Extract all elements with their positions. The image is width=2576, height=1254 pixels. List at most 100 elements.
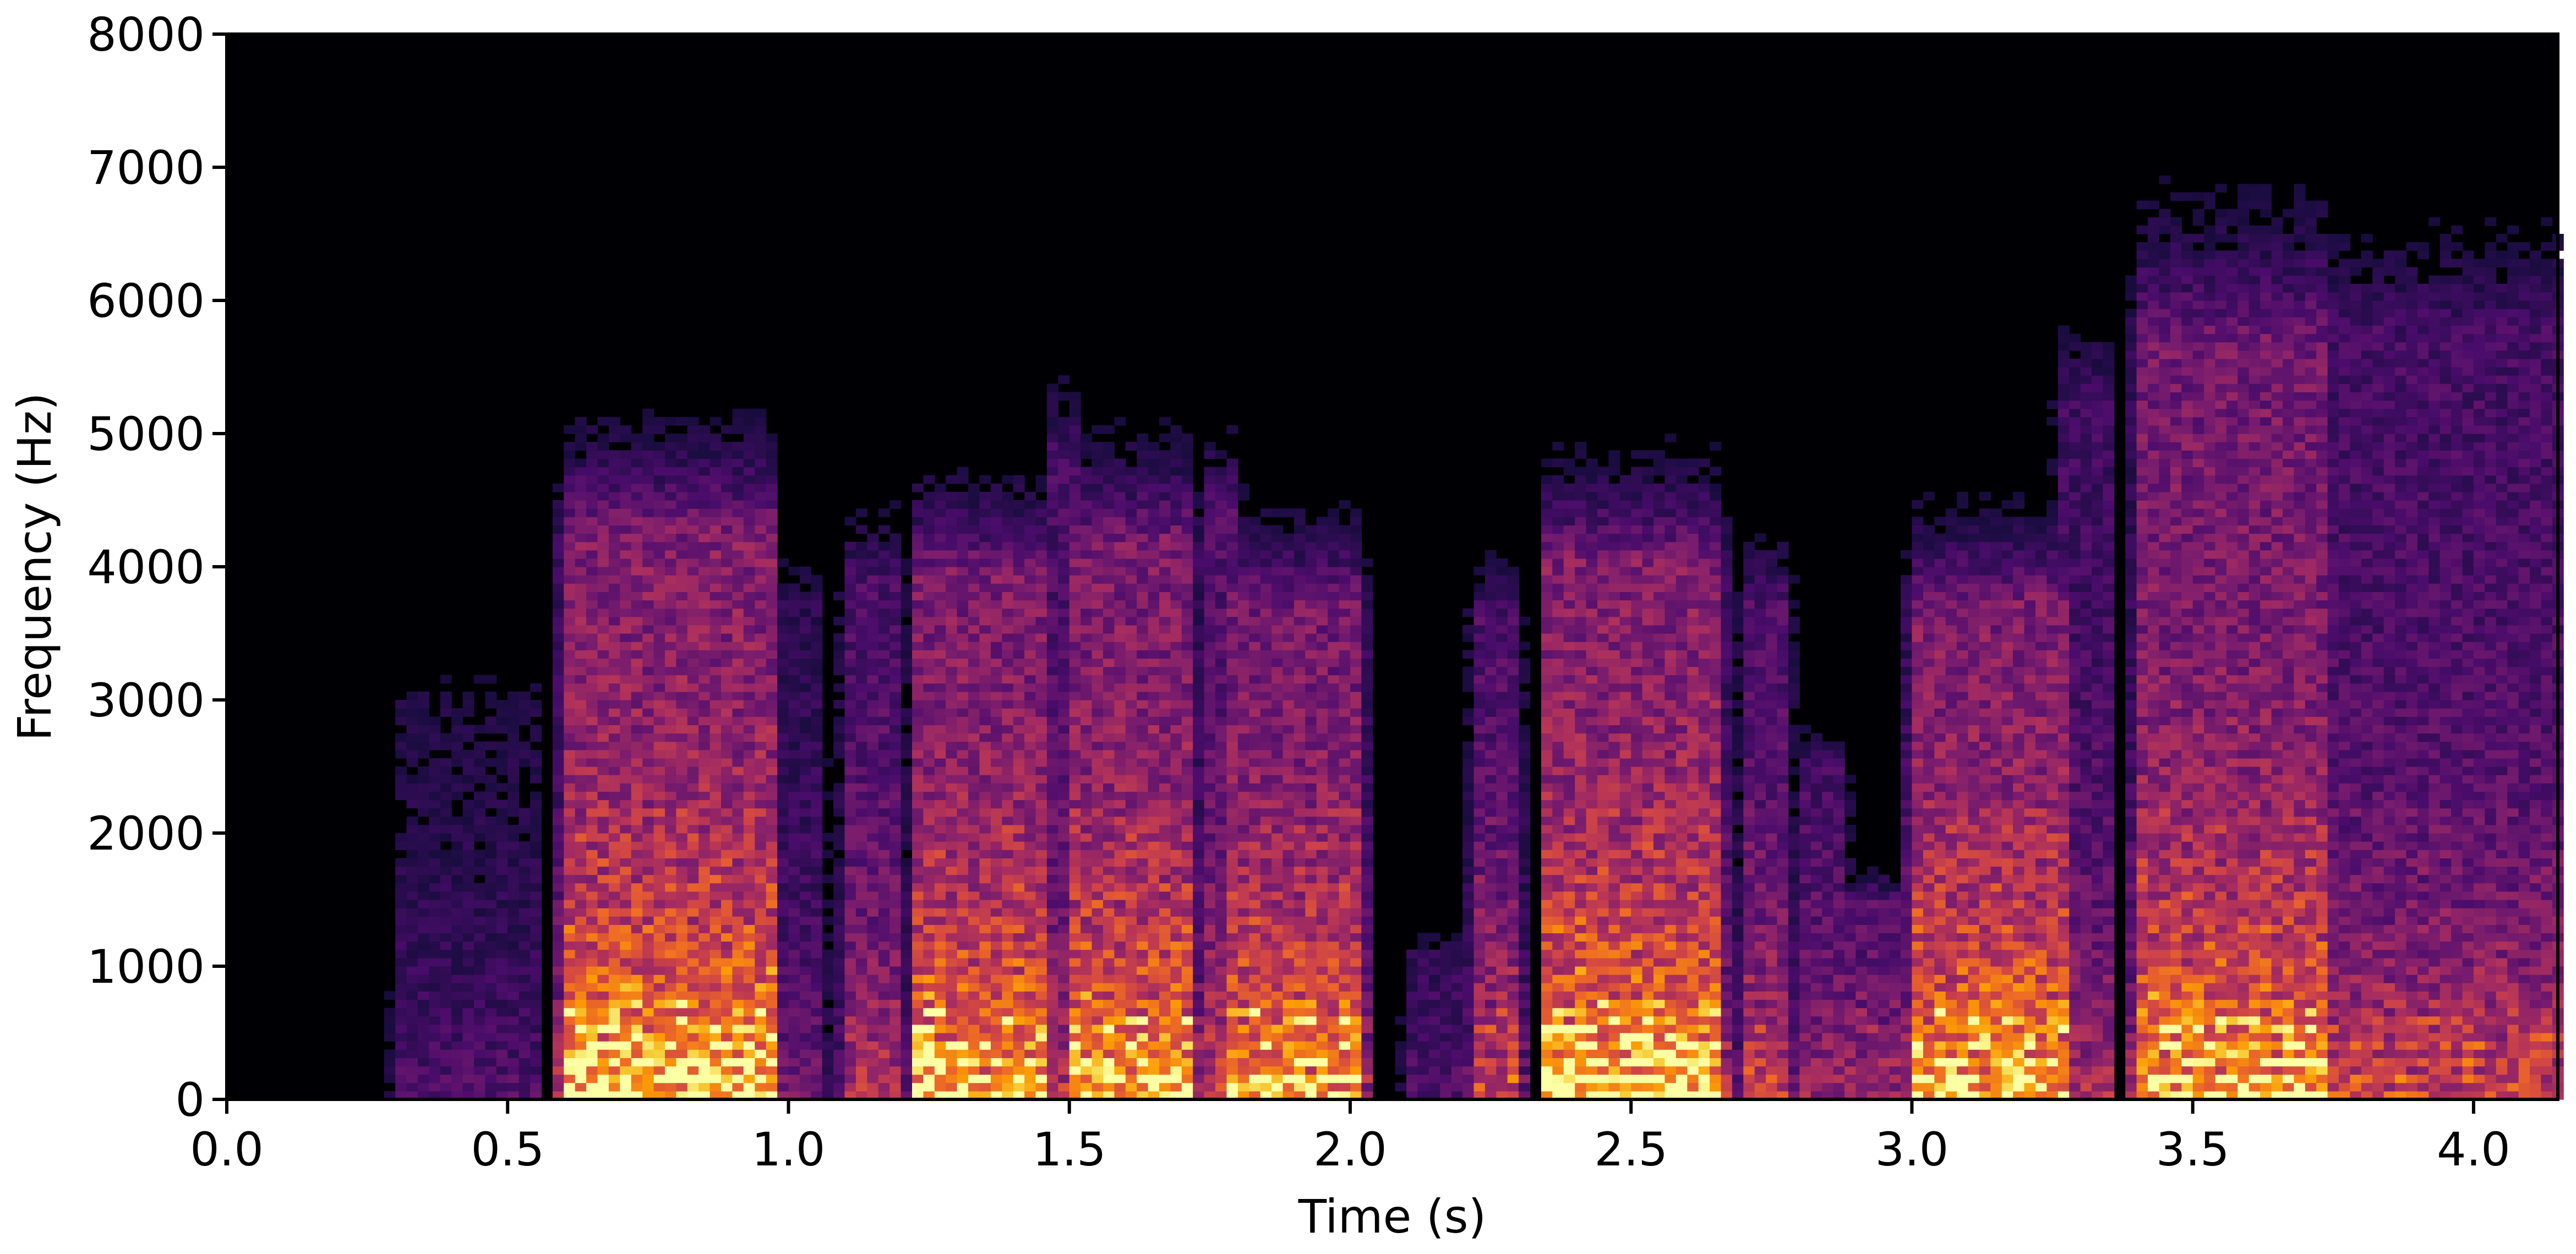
spectrogram-cell bbox=[519, 900, 531, 908]
spectrogram-cell bbox=[721, 966, 733, 975]
spectrogram-cell bbox=[1193, 517, 1205, 525]
spectrogram-cell bbox=[575, 508, 587, 517]
spectrogram-cell bbox=[642, 467, 654, 476]
spectrogram-cell bbox=[1159, 824, 1171, 834]
spectrogram-cell bbox=[395, 1082, 407, 1092]
spectrogram-cell bbox=[586, 558, 598, 567]
spectrogram-cell bbox=[1159, 608, 1171, 617]
spectrogram-cell bbox=[462, 850, 474, 858]
spectrogram-cell bbox=[1159, 874, 1171, 884]
spectrogram-cell bbox=[1193, 766, 1205, 775]
spectrogram-cell bbox=[721, 642, 733, 650]
spectrogram-cell bbox=[867, 608, 879, 617]
spectrogram-cell bbox=[1181, 1016, 1193, 1025]
spectrogram-cell bbox=[1114, 1007, 1126, 1017]
spectrogram-cell bbox=[878, 991, 890, 1000]
spectrogram-cell bbox=[586, 467, 598, 476]
spectrogram-cell bbox=[564, 625, 576, 634]
spectrogram-cell bbox=[1137, 708, 1149, 717]
spectrogram-cell bbox=[968, 1016, 980, 1025]
spectrogram-cell bbox=[912, 550, 924, 559]
spectrogram-cell bbox=[1091, 625, 1104, 634]
spectrogram-cell bbox=[698, 866, 711, 875]
spectrogram-cell bbox=[597, 533, 609, 543]
spectrogram-cell bbox=[474, 833, 485, 842]
spectrogram-cell bbox=[519, 883, 531, 892]
spectrogram-cell bbox=[586, 791, 598, 801]
spectrogram-cell bbox=[485, 1016, 497, 1025]
spectrogram-cell bbox=[642, 1082, 654, 1092]
spectrogram-cell bbox=[968, 783, 980, 792]
spectrogram-cell bbox=[1080, 500, 1093, 509]
spectrogram-cell bbox=[979, 891, 991, 900]
spectrogram-cell bbox=[867, 924, 879, 934]
spectrogram-cell bbox=[1137, 500, 1149, 509]
spectrogram-cell bbox=[1159, 475, 1171, 484]
spectrogram-cell bbox=[1013, 608, 1025, 617]
spectrogram-cell bbox=[1091, 550, 1104, 559]
spectrogram-cell bbox=[1159, 1049, 1171, 1058]
spectrogram-cell bbox=[1170, 800, 1182, 809]
spectrogram-cell bbox=[676, 458, 688, 468]
spectrogram-cell bbox=[395, 966, 407, 975]
spectrogram-cell bbox=[1024, 966, 1036, 975]
spectrogram-cell bbox=[1058, 708, 1070, 717]
spectrogram-cell bbox=[822, 1033, 834, 1042]
spectrogram-cell bbox=[1193, 866, 1205, 875]
spectrogram-cell bbox=[451, 783, 463, 792]
spectrogram-cell bbox=[1114, 675, 1126, 684]
spectrogram-cell bbox=[698, 650, 711, 659]
spectrogram-cell bbox=[923, 866, 935, 875]
spectrogram-cell bbox=[631, 1091, 643, 1100]
spectrogram-cell bbox=[1046, 741, 1058, 751]
spectrogram-cell bbox=[418, 966, 429, 975]
spectrogram-cell bbox=[1181, 957, 1193, 967]
spectrogram-cell bbox=[822, 833, 834, 842]
spectrogram-cell bbox=[979, 749, 991, 759]
spectrogram-cell bbox=[1080, 658, 1093, 667]
spectrogram-cell bbox=[1069, 999, 1081, 1009]
spectrogram-cell bbox=[1080, 716, 1093, 725]
spectrogram-cell bbox=[1002, 966, 1014, 975]
spectrogram-cell bbox=[631, 933, 643, 942]
spectrogram-cell bbox=[900, 567, 913, 576]
spectrogram-cell bbox=[1091, 675, 1104, 684]
spectrogram-cell bbox=[1148, 658, 1160, 667]
spectrogram-cell bbox=[1125, 1016, 1137, 1025]
spectrogram-cell bbox=[642, 425, 654, 434]
spectrogram-cell bbox=[597, 467, 609, 476]
spectrogram-cell bbox=[653, 550, 665, 559]
spectrogram-cell bbox=[462, 691, 474, 700]
spectrogram-cell bbox=[1058, 491, 1070, 501]
spectrogram-cell bbox=[900, 941, 913, 950]
spectrogram-cell bbox=[507, 1066, 520, 1075]
spectrogram-cell bbox=[1069, 558, 1081, 567]
spectrogram-cell bbox=[1103, 800, 1115, 809]
spectrogram-cell bbox=[418, 916, 429, 925]
spectrogram-cell bbox=[496, 816, 508, 825]
spectrogram-cell bbox=[575, 991, 587, 1000]
spectrogram-cell bbox=[1002, 592, 1014, 601]
spectrogram-cell bbox=[597, 924, 609, 934]
spectrogram-cell bbox=[867, 916, 879, 925]
spectrogram-cell bbox=[1046, 874, 1058, 884]
spectrogram-cell bbox=[1002, 1066, 1014, 1075]
spectrogram-cell bbox=[496, 1091, 508, 1100]
spectrogram-cell bbox=[934, 491, 946, 501]
spectrogram-cell bbox=[732, 541, 744, 551]
spectrogram-cell bbox=[1181, 533, 1193, 543]
spectrogram-cell bbox=[710, 866, 722, 875]
spectrogram-cell bbox=[957, 666, 969, 676]
spectrogram-cell bbox=[1002, 517, 1014, 525]
spectrogram-cell bbox=[642, 1049, 654, 1058]
spectrogram-cell bbox=[620, 725, 632, 734]
spectrogram-cell bbox=[867, 592, 879, 601]
spectrogram-cell bbox=[1170, 733, 1182, 742]
spectrogram-cell bbox=[1137, 683, 1149, 692]
spectrogram-cell bbox=[1103, 592, 1115, 601]
spectrogram-cell bbox=[777, 966, 789, 975]
spectrogram-cell bbox=[755, 741, 767, 751]
spectrogram-cell bbox=[934, 1074, 946, 1083]
spectrogram-cell bbox=[855, 508, 867, 517]
spectrogram-cell bbox=[1046, 1033, 1058, 1042]
